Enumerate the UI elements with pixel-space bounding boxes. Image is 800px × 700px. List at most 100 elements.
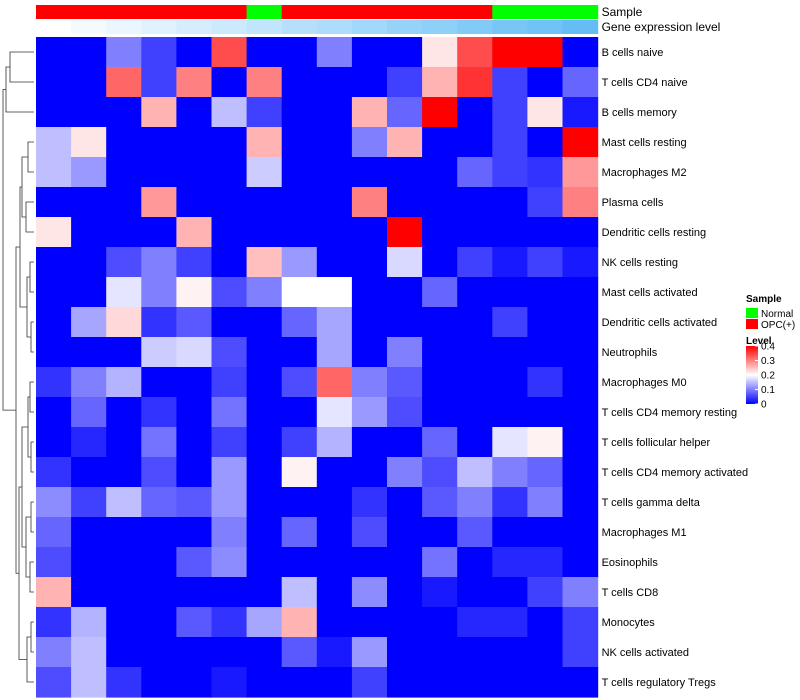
heatmap-cell	[211, 67, 248, 98]
heatmap-cell	[387, 97, 423, 128]
heatmap-cell	[492, 217, 528, 248]
heatmap-cell	[316, 187, 353, 218]
heatmap-cell	[246, 487, 283, 518]
heatmap-cell	[527, 307, 564, 338]
heatmap-cell	[527, 607, 564, 638]
heatmap-cell	[176, 367, 213, 398]
heatmap-cell	[106, 97, 142, 128]
heatmap-cell	[281, 127, 318, 158]
heatmap-cell	[141, 457, 177, 488]
sample-legend-title: Sample	[746, 294, 782, 305]
expression-track-cell-15	[562, 20, 599, 34]
heatmap-cell	[527, 97, 564, 128]
heatmap-cell	[457, 427, 493, 458]
heatmap-cell	[351, 427, 388, 458]
sample-track-cell-5	[211, 5, 248, 19]
heatmap-cell	[492, 667, 528, 698]
heatmap-cell	[422, 67, 458, 98]
heatmap-cell	[71, 487, 107, 518]
heatmap-cell	[562, 337, 599, 368]
heatmap-cell	[492, 187, 528, 218]
heatmap-cell	[562, 187, 599, 218]
heatmap-cell	[422, 247, 458, 278]
heatmap-cell	[246, 577, 283, 608]
heatmap-cell	[106, 397, 142, 428]
heatmap-cell	[562, 427, 599, 458]
heatmap-cell	[457, 217, 493, 248]
heatmap-cell	[316, 667, 353, 698]
heatmap-cell	[246, 247, 283, 278]
heatmap-cell	[211, 127, 248, 158]
heatmap-cell	[316, 97, 353, 128]
heatmap-cell	[246, 547, 283, 578]
heatmap-cell	[422, 487, 458, 518]
heatmap-cell	[351, 277, 388, 308]
heatmap-cell	[527, 247, 564, 278]
heatmap-cell	[492, 127, 528, 158]
heatmap-cell	[106, 487, 142, 518]
heatmap-cell	[211, 397, 248, 428]
row-dendrogram	[2, 51, 34, 683]
heatmap-cell	[106, 457, 142, 488]
heatmap-cell	[457, 577, 493, 608]
heatmap-cell	[106, 637, 142, 668]
row-label: Eosinophils	[602, 557, 659, 569]
expression-track-cell-11	[422, 20, 458, 34]
heatmap-cell	[457, 97, 493, 128]
heatmap-cell	[422, 427, 458, 458]
heatmap-cell	[457, 487, 493, 518]
heatmap-cell	[387, 247, 423, 278]
heatmap-cell	[176, 187, 213, 218]
heatmap-cell	[71, 67, 107, 98]
row-label: Mast cells resting	[602, 137, 687, 149]
heatmap-cell	[71, 367, 107, 398]
heatmap-cell	[141, 637, 177, 668]
legend-swatch-opc-	[746, 319, 758, 329]
heatmap-cell	[211, 487, 248, 518]
heatmap-cell	[106, 517, 142, 548]
heatmap-cell	[36, 217, 72, 248]
heatmap-cell	[351, 337, 388, 368]
heatmap-cell	[71, 187, 107, 218]
heatmap-cell	[492, 277, 528, 308]
heatmap-cell	[387, 577, 423, 608]
heatmap-cell	[527, 337, 564, 368]
sample-track-cell-12	[457, 5, 493, 19]
heatmap-cell	[36, 97, 72, 128]
heatmap-cell	[527, 517, 564, 548]
heatmap-cell	[422, 157, 458, 188]
heatmap-cell	[527, 427, 564, 458]
heatmap-cell	[457, 67, 493, 98]
heatmap-cell	[527, 277, 564, 308]
expression-track-cell-3	[141, 20, 177, 34]
heatmap-cell	[281, 187, 318, 218]
heatmap-cell	[281, 637, 318, 668]
heatmap-cell	[106, 337, 142, 368]
heatmap-cell	[246, 457, 283, 488]
heatmap-cell	[562, 637, 599, 668]
dendrogram-branch	[27, 141, 34, 173]
heatmap-cell	[106, 217, 142, 248]
row-labels: B cells naive T cells CD4 naive B cells me…	[602, 47, 749, 689]
heatmap-cell	[141, 187, 177, 218]
heatmap-cell	[36, 37, 72, 68]
heatmap-cell	[457, 127, 493, 158]
heatmap-cell	[351, 487, 388, 518]
heatmap-cell	[457, 37, 493, 68]
heatmap-cell	[211, 457, 248, 488]
expression-track-cell-0	[36, 20, 72, 34]
heatmap-cell	[457, 517, 493, 548]
legend-label: Normal	[761, 309, 793, 320]
heatmap-cell	[351, 637, 388, 668]
heatmap-cell	[246, 307, 283, 338]
heatmap-cell	[176, 547, 213, 578]
expression-track-cell-4	[176, 20, 213, 34]
expression-track-cell-2	[106, 20, 142, 34]
heatmap-cell	[316, 457, 353, 488]
heatmap-cell	[387, 367, 423, 398]
heatmap-cell	[422, 547, 458, 578]
heatmap-cell	[387, 517, 423, 548]
heatmap-cell	[351, 37, 388, 68]
sample-track-cell-6	[246, 5, 283, 19]
heatmap-cell	[281, 307, 318, 338]
